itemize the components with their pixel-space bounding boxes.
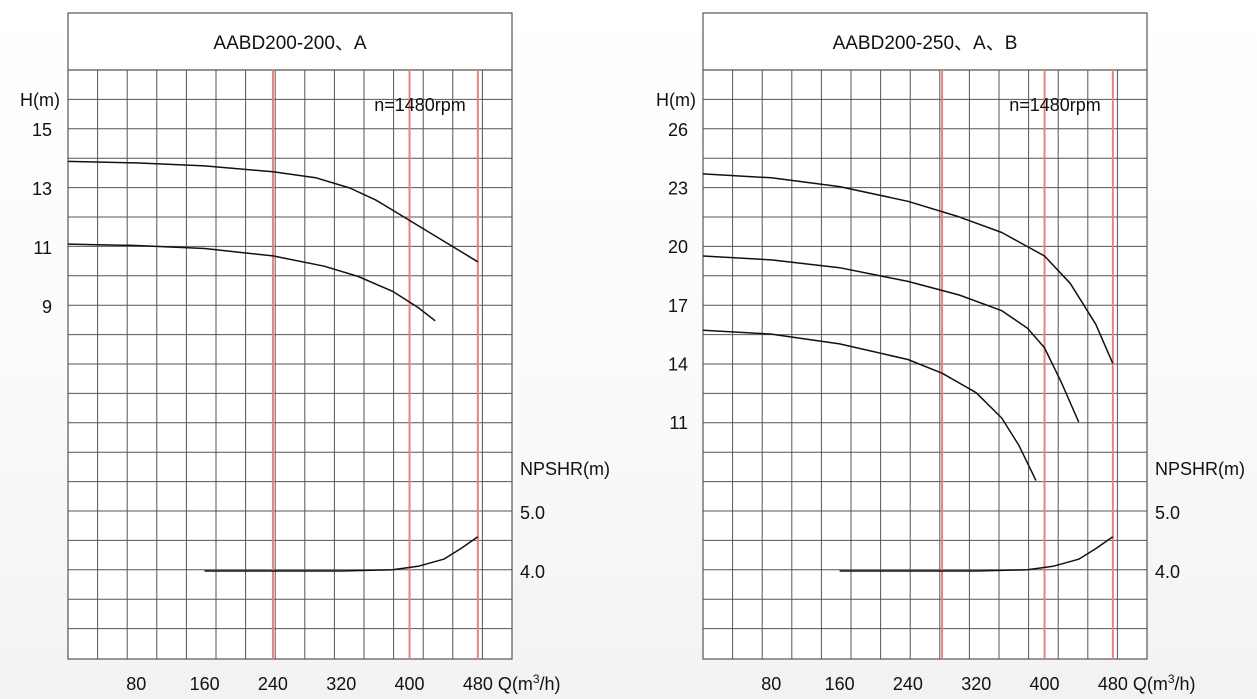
x-axis-label: Q(m3/h) [1133, 672, 1196, 694]
x-tick-label: 400 [1030, 674, 1060, 694]
x-tick-label: 80 [761, 674, 781, 694]
chart-frame [702, 12, 1148, 660]
h-tick-label: 13 [32, 179, 52, 199]
npshr-tick-label: 4.0 [520, 562, 545, 582]
head-curve-3 [702, 329, 1037, 481]
x-tick-label: 240 [258, 674, 288, 694]
x-axis-label-tail: /h) [540, 674, 561, 694]
h-tick-label: 26 [668, 120, 688, 140]
head-curve-2 [67, 243, 436, 322]
x-tick-label: 320 [326, 674, 356, 694]
x-axis-label-base: Q(m [1133, 674, 1168, 694]
npshr-tick-label: 5.0 [1155, 503, 1180, 523]
x-axis-label-sup: 3 [1168, 672, 1175, 686]
head-curve-2 [702, 255, 1080, 423]
h-tick-label: 17 [668, 296, 688, 316]
chart-title: AABD200-250、A、B [833, 33, 1018, 54]
h-tick-label: 15 [32, 120, 52, 140]
x-tick-label: 480 [463, 674, 493, 694]
speed-label: n=1480rpm [1009, 95, 1101, 115]
chart-title: AABD200-200、A [213, 33, 366, 54]
chart-1: AABD200-200、A n=1480rpm H(m) 9 11 13 15 NPSHR(m… [20, 12, 610, 694]
chart-frame [67, 12, 513, 660]
x-tick-label: 80 [126, 674, 146, 694]
h-axis-label: H(m) [20, 90, 60, 110]
npshr-tick-label: 4.0 [1155, 562, 1180, 582]
npshr-curve [204, 536, 479, 572]
x-axis-label: Q(m3/h) [498, 672, 561, 694]
npshr-curve [839, 536, 1114, 572]
head-curve-1 [702, 173, 1114, 364]
head-curve-1 [67, 160, 479, 263]
chart-2: AABD200-250、A、B n=1480rpm H(m) 11 14 17 20 23 26… [656, 12, 1245, 694]
npshr-axis-label: NPSHR(m) [520, 459, 610, 479]
h-tick-label: 9 [42, 297, 52, 317]
h-tick-label: 20 [668, 237, 688, 257]
x-tick-label: 480 [1098, 674, 1128, 694]
h-axis-label: H(m) [656, 90, 696, 110]
h-tick-label: 11 [669, 413, 688, 433]
h-tick-label: 23 [668, 179, 688, 199]
x-tick-label: 240 [893, 674, 923, 694]
x-axis-label-base: Q(m [498, 674, 533, 694]
x-axis-label-sup: 3 [533, 672, 540, 686]
npshr-tick-label: 5.0 [520, 503, 545, 523]
npshr-axis-label: NPSHR(m) [1155, 459, 1245, 479]
h-tick-label: 11 [33, 238, 52, 258]
x-tick-label: 160 [825, 674, 855, 694]
speed-label: n=1480rpm [374, 95, 466, 115]
x-tick-label: 320 [961, 674, 991, 694]
x-tick-label: 160 [190, 674, 220, 694]
x-tick-label: 400 [395, 674, 425, 694]
h-tick-label: 14 [668, 354, 688, 374]
x-axis-label-tail: /h) [1175, 674, 1196, 694]
